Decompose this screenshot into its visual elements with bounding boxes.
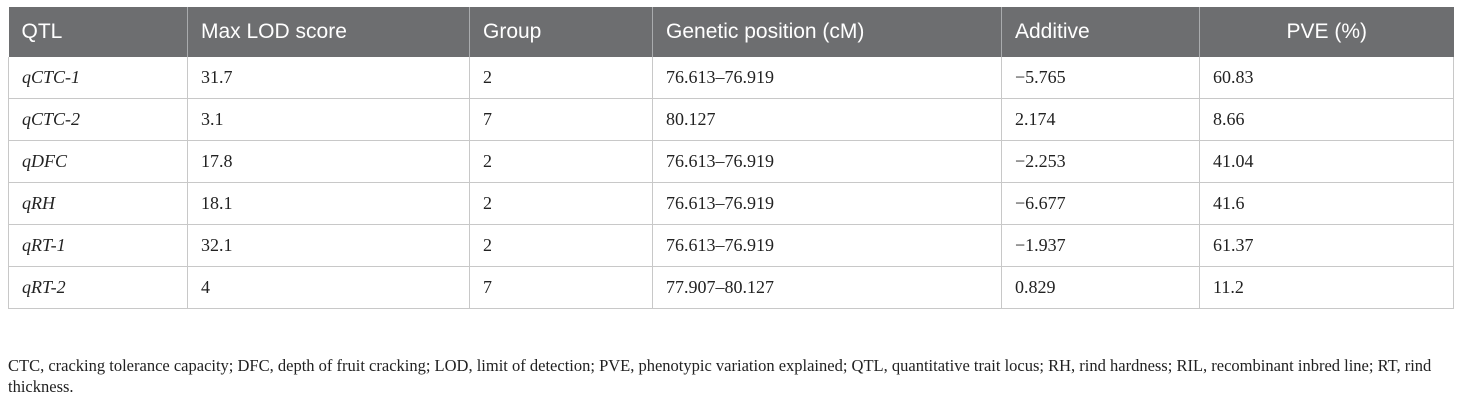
cell-genetic-position: 80.127 bbox=[652, 98, 1002, 141]
cell-qtl: qCTC-2 bbox=[8, 98, 188, 141]
header-group: Group bbox=[469, 7, 653, 57]
table-row: qRH 18.1 2 76.613–76.919 −6.677 41.6 bbox=[8, 182, 1454, 225]
header-max-lod-score: Max LOD score bbox=[187, 7, 470, 57]
header-genetic-position: Genetic position (cM) bbox=[652, 7, 1002, 57]
cell-qtl: qRT-2 bbox=[8, 266, 188, 309]
cell-additive: −6.677 bbox=[1001, 182, 1200, 225]
cell-pve: 60.83 bbox=[1199, 57, 1454, 99]
cell-qtl: qRT-1 bbox=[8, 224, 188, 267]
table-row: qRT-2 4 7 77.907–80.127 0.829 11.2 bbox=[8, 266, 1454, 309]
cell-pve: 8.66 bbox=[1199, 98, 1454, 141]
cell-max-lod: 31.7 bbox=[187, 57, 470, 99]
cell-additive: −1.937 bbox=[1001, 224, 1200, 267]
header-pve: PVE (%) bbox=[1199, 7, 1454, 57]
table-row: qRT-1 32.1 2 76.613–76.919 −1.937 61.37 bbox=[8, 224, 1454, 267]
qtl-table-container: QTL Max LOD score Group Genetic position… bbox=[8, 7, 1454, 309]
cell-qtl: qRH bbox=[8, 182, 188, 225]
cell-max-lod: 32.1 bbox=[187, 224, 470, 267]
cell-genetic-position: 76.613–76.919 bbox=[652, 57, 1002, 99]
header-additive: Additive bbox=[1001, 7, 1200, 57]
cell-additive: −2.253 bbox=[1001, 140, 1200, 183]
cell-max-lod: 18.1 bbox=[187, 182, 470, 225]
cell-additive: 2.174 bbox=[1001, 98, 1200, 141]
cell-genetic-position: 76.613–76.919 bbox=[652, 182, 1002, 225]
cell-genetic-position: 76.613–76.919 bbox=[652, 140, 1002, 183]
cell-group: 2 bbox=[469, 224, 653, 267]
cell-group: 2 bbox=[469, 57, 653, 99]
header-row: QTL Max LOD score Group Genetic position… bbox=[8, 7, 1454, 57]
cell-group: 2 bbox=[469, 182, 653, 225]
cell-max-lod: 17.8 bbox=[187, 140, 470, 183]
cell-pve: 11.2 bbox=[1199, 266, 1454, 309]
table-row: qCTC-1 31.7 2 76.613–76.919 −5.765 60.83 bbox=[8, 57, 1454, 99]
cell-qtl: qDFC bbox=[8, 140, 188, 183]
cell-group: 7 bbox=[469, 98, 653, 141]
cell-group: 2 bbox=[469, 140, 653, 183]
cell-group: 7 bbox=[469, 266, 653, 309]
table-footnote: CTC, cracking tolerance capacity; DFC, d… bbox=[8, 356, 1432, 396]
table-row: qDFC 17.8 2 76.613–76.919 −2.253 41.04 bbox=[8, 140, 1454, 183]
cell-additive: 0.829 bbox=[1001, 266, 1200, 309]
cell-genetic-position: 76.613–76.919 bbox=[652, 224, 1002, 267]
cell-genetic-position: 77.907–80.127 bbox=[652, 266, 1002, 309]
header-qtl: QTL bbox=[8, 7, 188, 57]
cell-pve: 41.04 bbox=[1199, 140, 1454, 183]
cell-additive: −5.765 bbox=[1001, 57, 1200, 99]
cell-max-lod: 3.1 bbox=[187, 98, 470, 141]
cell-qtl: qCTC-1 bbox=[8, 57, 188, 99]
table-row: qCTC-2 3.1 7 80.127 2.174 8.66 bbox=[8, 98, 1454, 141]
cell-pve: 61.37 bbox=[1199, 224, 1454, 267]
cell-pve: 41.6 bbox=[1199, 182, 1454, 225]
cell-max-lod: 4 bbox=[187, 266, 470, 309]
qtl-table: QTL Max LOD score Group Genetic position… bbox=[8, 7, 1454, 309]
